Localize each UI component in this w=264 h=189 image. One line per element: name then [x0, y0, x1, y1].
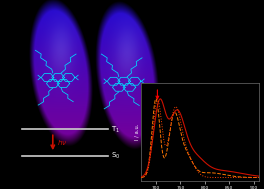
- Text: S$_0$: S$_0$: [111, 151, 120, 161]
- Text: T$_1$: T$_1$: [111, 124, 120, 135]
- Y-axis label: I / a.u.: I / a.u.: [135, 124, 140, 140]
- Text: $h\nu$: $h\nu$: [57, 138, 67, 147]
